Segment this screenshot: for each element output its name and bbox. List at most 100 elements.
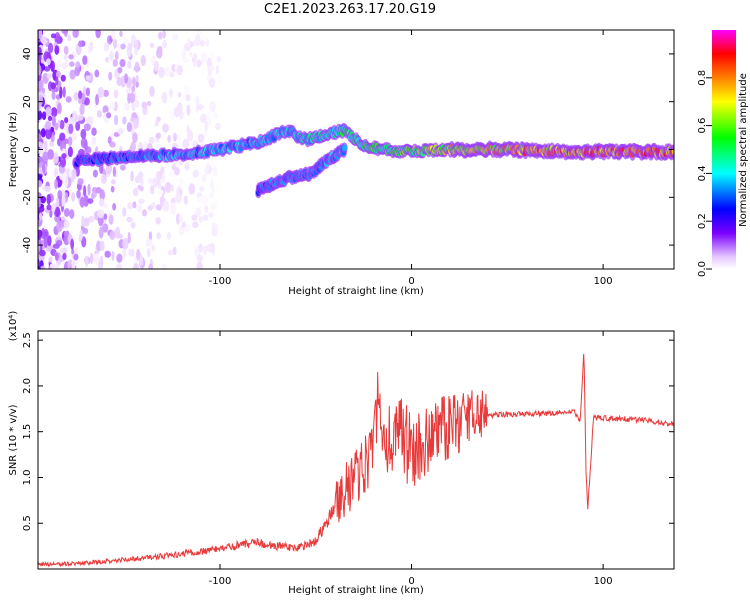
noise-blob — [152, 177, 158, 189]
noise-blob — [170, 184, 175, 192]
noise-blob — [98, 259, 104, 269]
noise-blob — [38, 265, 41, 269]
noise-blob — [38, 31, 42, 39]
noise-blob — [202, 174, 207, 184]
noise-blob — [110, 179, 116, 185]
noise-blob — [206, 162, 210, 173]
noise-blob — [49, 263, 56, 269]
noise-blob — [103, 89, 109, 98]
noise-blob — [86, 116, 94, 126]
noise-blob — [57, 59, 61, 71]
noise-blob — [122, 247, 127, 260]
noise-blob — [208, 77, 216, 88]
noise-blob — [67, 34, 71, 42]
noise-blob — [214, 122, 221, 131]
noise-blob — [55, 197, 60, 209]
noise-blob — [122, 237, 129, 250]
noise-blob — [41, 163, 46, 175]
noise-blob — [40, 196, 47, 204]
y-tick-label: -20 — [22, 189, 33, 205]
noise-blob — [140, 175, 144, 186]
noise-blob — [119, 59, 126, 68]
noise-blob — [184, 224, 192, 232]
noise-blob — [145, 238, 153, 247]
noise-blob — [68, 123, 74, 134]
noise-blob — [188, 183, 196, 195]
noise-blob — [72, 132, 77, 141]
noise-blob — [46, 204, 52, 211]
noise-blob — [56, 220, 63, 232]
y-tick-label: 2.5 — [22, 332, 33, 348]
noise-blob — [110, 185, 115, 193]
noise-blob — [210, 242, 215, 254]
noise-blob — [114, 226, 121, 239]
noise-blob — [38, 157, 41, 164]
noise-blob — [74, 247, 79, 255]
noise-blob — [124, 102, 130, 111]
noise-blob — [218, 74, 222, 86]
noise-blob — [71, 259, 76, 269]
noise-blob — [130, 222, 136, 229]
noise-blob — [182, 57, 190, 64]
noise-blob — [158, 66, 165, 78]
noise-blob — [82, 55, 88, 65]
noise-blob — [110, 100, 116, 110]
noise-blob — [68, 169, 72, 178]
noise-blob — [149, 85, 155, 97]
snr-frame — [37, 330, 675, 570]
x-tick-label: 0 — [408, 576, 414, 587]
y-scale-label: (x10⁴) — [8, 311, 19, 342]
noise-blob — [139, 186, 144, 192]
noise-blob — [59, 119, 65, 130]
noise-blob — [212, 112, 219, 120]
noise-blob — [69, 69, 76, 80]
noise-blob — [73, 253, 79, 261]
noise-blob — [50, 33, 57, 39]
noise-blob — [175, 192, 182, 204]
colorbar-tick-label: 0.0 — [697, 261, 708, 277]
noise-blob — [112, 202, 117, 211]
noise-blob — [46, 194, 51, 205]
noise-blob — [59, 247, 66, 254]
noise-blob — [76, 189, 81, 199]
noise-blob — [74, 65, 81, 77]
noise-blob — [196, 261, 203, 269]
noise-blob — [38, 249, 46, 257]
noise-blob — [126, 122, 133, 133]
noise-blob — [108, 214, 114, 225]
noise-blob — [38, 141, 44, 148]
noise-blob — [150, 202, 156, 209]
noise-blob — [38, 180, 43, 188]
noise-blob — [130, 248, 135, 257]
noise-blob — [83, 185, 87, 197]
noise-blob — [135, 81, 139, 88]
noise-blob — [201, 195, 208, 205]
noise-blob — [181, 221, 186, 228]
noise-blob — [43, 66, 51, 72]
noise-blob — [99, 189, 106, 201]
noise-blob — [109, 230, 116, 241]
noise-blob — [168, 171, 176, 178]
noise-blob — [150, 184, 155, 195]
noise-blob — [156, 116, 161, 123]
noise-blob — [151, 244, 156, 252]
noise-blob — [130, 34, 137, 46]
noise-blob — [197, 133, 205, 143]
noise-blob — [134, 61, 140, 73]
noise-blob — [61, 153, 67, 159]
noise-blob — [211, 227, 218, 237]
noise-blob — [52, 152, 59, 165]
noise-blob — [135, 99, 140, 108]
noise-blob — [111, 30, 116, 40]
noise-blob — [208, 192, 215, 198]
noise-blob — [209, 211, 214, 218]
noise-blob — [63, 207, 70, 217]
noise-blob — [162, 30, 166, 39]
noise-blob — [122, 207, 127, 217]
noise-blob — [209, 100, 216, 113]
noise-blob — [162, 123, 169, 133]
noise-blob — [63, 219, 70, 229]
noise-blob — [43, 235, 48, 248]
noise-blob — [153, 60, 159, 72]
